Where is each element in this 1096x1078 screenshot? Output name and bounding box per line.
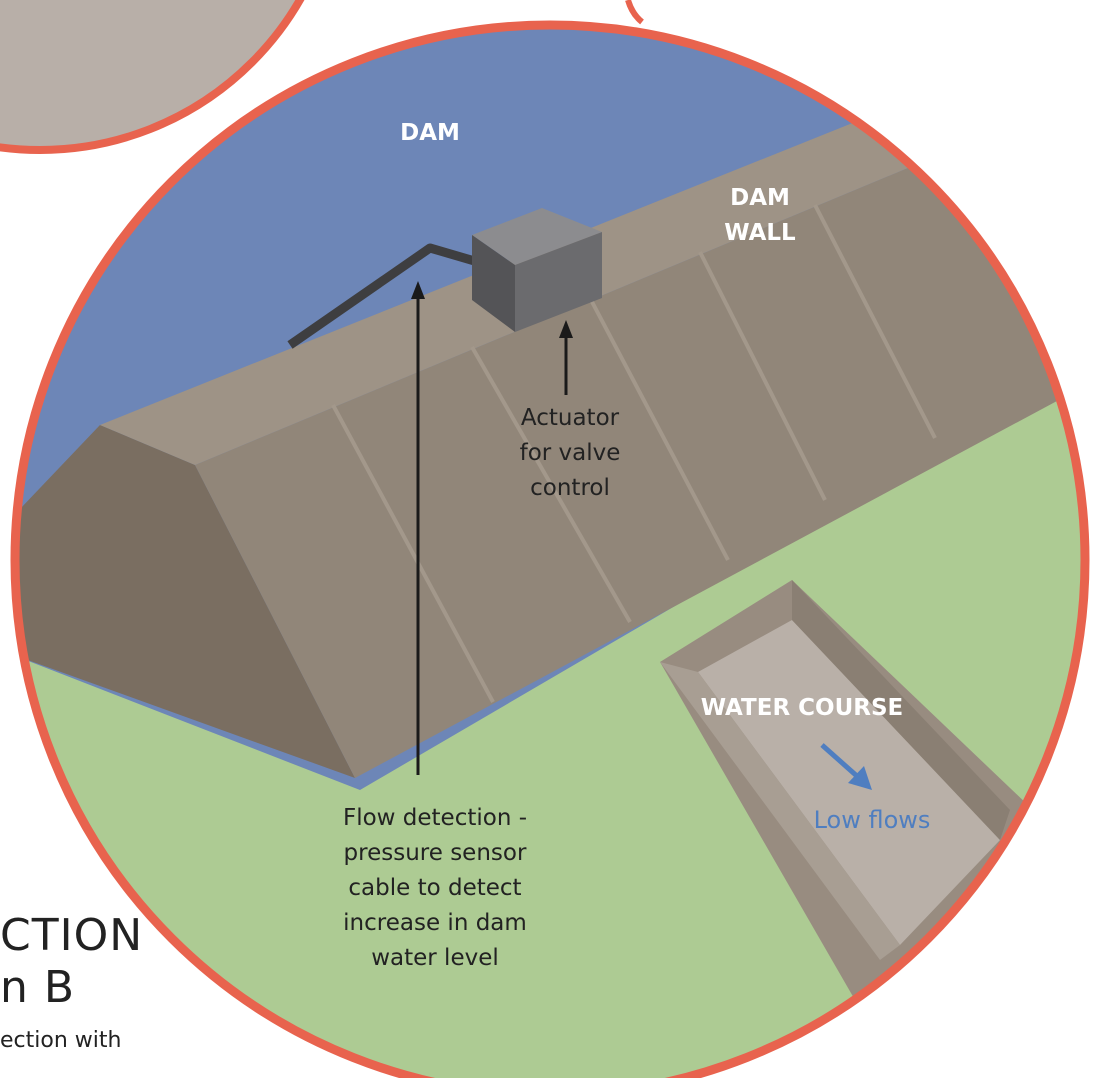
water-course-label: WATER COURSE xyxy=(701,695,904,721)
wall-panel-lines xyxy=(331,204,937,703)
dam-wall-label-line1: DAM xyxy=(730,185,790,211)
actuator-label-line3: control xyxy=(530,475,610,501)
side-heading-line1: CTION xyxy=(0,910,144,961)
dam-wall-end xyxy=(15,425,355,778)
flow-label-line2: pressure sensor xyxy=(344,840,527,866)
dam-label: DAM xyxy=(400,120,460,146)
adjacent-panel-circle xyxy=(0,0,305,154)
actuator-box xyxy=(472,208,602,332)
detail-circle-border xyxy=(10,20,1090,1078)
side-heading-line2: n B xyxy=(0,962,76,1013)
low-flows-label: Low flows xyxy=(814,806,931,834)
sensor-arrow xyxy=(411,281,425,775)
dam-wall-label-line2: WALL xyxy=(724,220,796,246)
side-subtitle: ection with xyxy=(0,1028,122,1053)
flow-label-line4: increase in dam xyxy=(343,910,527,936)
sensor-cable xyxy=(287,243,480,349)
dam-wall-face xyxy=(195,165,1085,778)
actuator-label-line2: for valve xyxy=(520,440,621,466)
flow-label-line1: Flow detection - xyxy=(343,805,527,831)
adjacent-panel-arc xyxy=(625,0,644,25)
actuator-label-line1: Actuator xyxy=(521,405,620,431)
flow-label-line3: cable to detect xyxy=(348,875,521,901)
actuator-arrow xyxy=(559,320,573,395)
flow-label-line5: water level xyxy=(371,945,499,971)
flow-direction-arrow xyxy=(820,743,872,790)
